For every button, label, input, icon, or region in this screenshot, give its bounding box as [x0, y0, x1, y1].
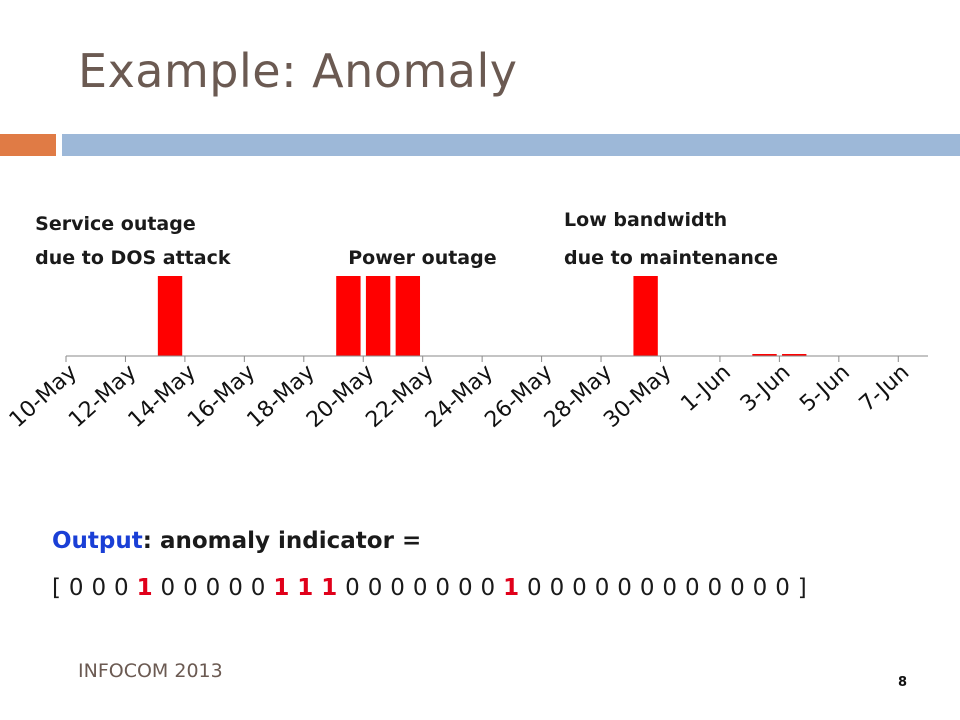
indicator-value: 0	[639, 575, 655, 601]
chart-bar	[336, 276, 361, 356]
indicator-bracket-open: [	[52, 575, 69, 601]
indicator-value: 0	[68, 575, 84, 601]
anomaly-indicator-vector: [ 0 0 0 1 0 0 0 0 0 1 1 1 0 0 0 0 0 0 0 …	[52, 575, 807, 601]
indicator-value: 0	[527, 575, 542, 601]
indicator-value: 0	[594, 575, 610, 601]
chart-annotation: Power outage	[348, 247, 496, 269]
x-tick-label: 5-Jun	[795, 360, 854, 417]
indicator-value: 0	[205, 575, 221, 601]
indicator-bracket-close: ]	[797, 575, 808, 601]
chart-bars	[157, 276, 807, 356]
indicator-value: 0	[457, 575, 473, 601]
chart-bar	[365, 276, 391, 356]
indicator-value: 1	[321, 575, 338, 601]
indicator-value: 0	[412, 575, 428, 601]
chart-bar	[782, 354, 807, 356]
chart-annotation-line: due to DOS attack	[35, 247, 231, 269]
bandwidth-bar-chart: Service outage due to DOS attack Power out…	[5, 209, 928, 433]
indicator-value: 0	[775, 575, 791, 601]
indicator-value: 0	[572, 575, 588, 601]
chart-bar	[395, 276, 421, 356]
chart-annotation: Low bandwidth due to maintenance	[564, 209, 778, 269]
indicator-value: 0	[183, 575, 199, 601]
indicator-value: 0	[684, 575, 700, 601]
chart-x-axis	[65, 355, 928, 362]
title-rule-bar	[62, 134, 960, 156]
chart-annotation-line: due to maintenance	[564, 247, 778, 269]
output-line: Output: anomaly indicator =	[52, 528, 421, 554]
chart-tick-labels: 10-May12-May14-May16-May18-May20-May22-M…	[5, 360, 915, 433]
chart-bar	[752, 354, 777, 356]
indicator-value: 1	[297, 575, 314, 601]
indicator-value: 0	[345, 575, 361, 601]
indicator-value: 0	[390, 575, 406, 601]
indicator-value: 1	[273, 575, 290, 601]
x-tick-label: 7-Jun	[855, 360, 914, 417]
chart-annotation: Service outage due to DOS attack	[35, 213, 231, 269]
x-tick-label: 30-May	[599, 360, 676, 433]
chart-annotations: Service outage due to DOS attack Power out…	[35, 209, 778, 269]
chart-bar	[633, 276, 658, 356]
indicator-value: 0	[662, 575, 678, 601]
chart-annotation-line: Low bandwidth	[564, 209, 727, 231]
chart-annotation-line: Service outage	[35, 213, 196, 235]
indicator-value: 0	[250, 575, 266, 601]
chart-annotation-line: Power outage	[348, 247, 496, 269]
output-label: Output	[52, 528, 143, 554]
indicator-value: 0	[367, 575, 383, 601]
indicator-value: 0	[752, 575, 768, 601]
indicator-value: 0	[160, 575, 176, 601]
indicator-value: 1	[503, 575, 520, 601]
indicator-value: 0	[114, 575, 129, 601]
slide-title: Example: Anomaly	[78, 44, 518, 98]
output-rest: : anomaly indicator =	[142, 528, 422, 554]
title-accent-bar	[0, 134, 56, 156]
indicator-value: 0	[549, 575, 565, 601]
indicator-value: 0	[228, 575, 244, 601]
footer-conference: INFOCOM 2013	[78, 660, 223, 682]
indicator-value: 0	[617, 575, 633, 601]
indicator-value: 1	[136, 575, 153, 601]
x-tick-label: 1-Jun	[676, 360, 735, 417]
indicator-value: 0	[707, 575, 723, 601]
indicator-value: 0	[480, 575, 496, 601]
chart-bar	[157, 276, 183, 356]
indicator-value: 0	[435, 575, 451, 601]
indicator-value: 0	[730, 575, 746, 601]
x-tick-label: 3-Jun	[736, 360, 795, 417]
indicator-value: 0	[91, 575, 107, 601]
page-number: 8	[898, 675, 908, 690]
